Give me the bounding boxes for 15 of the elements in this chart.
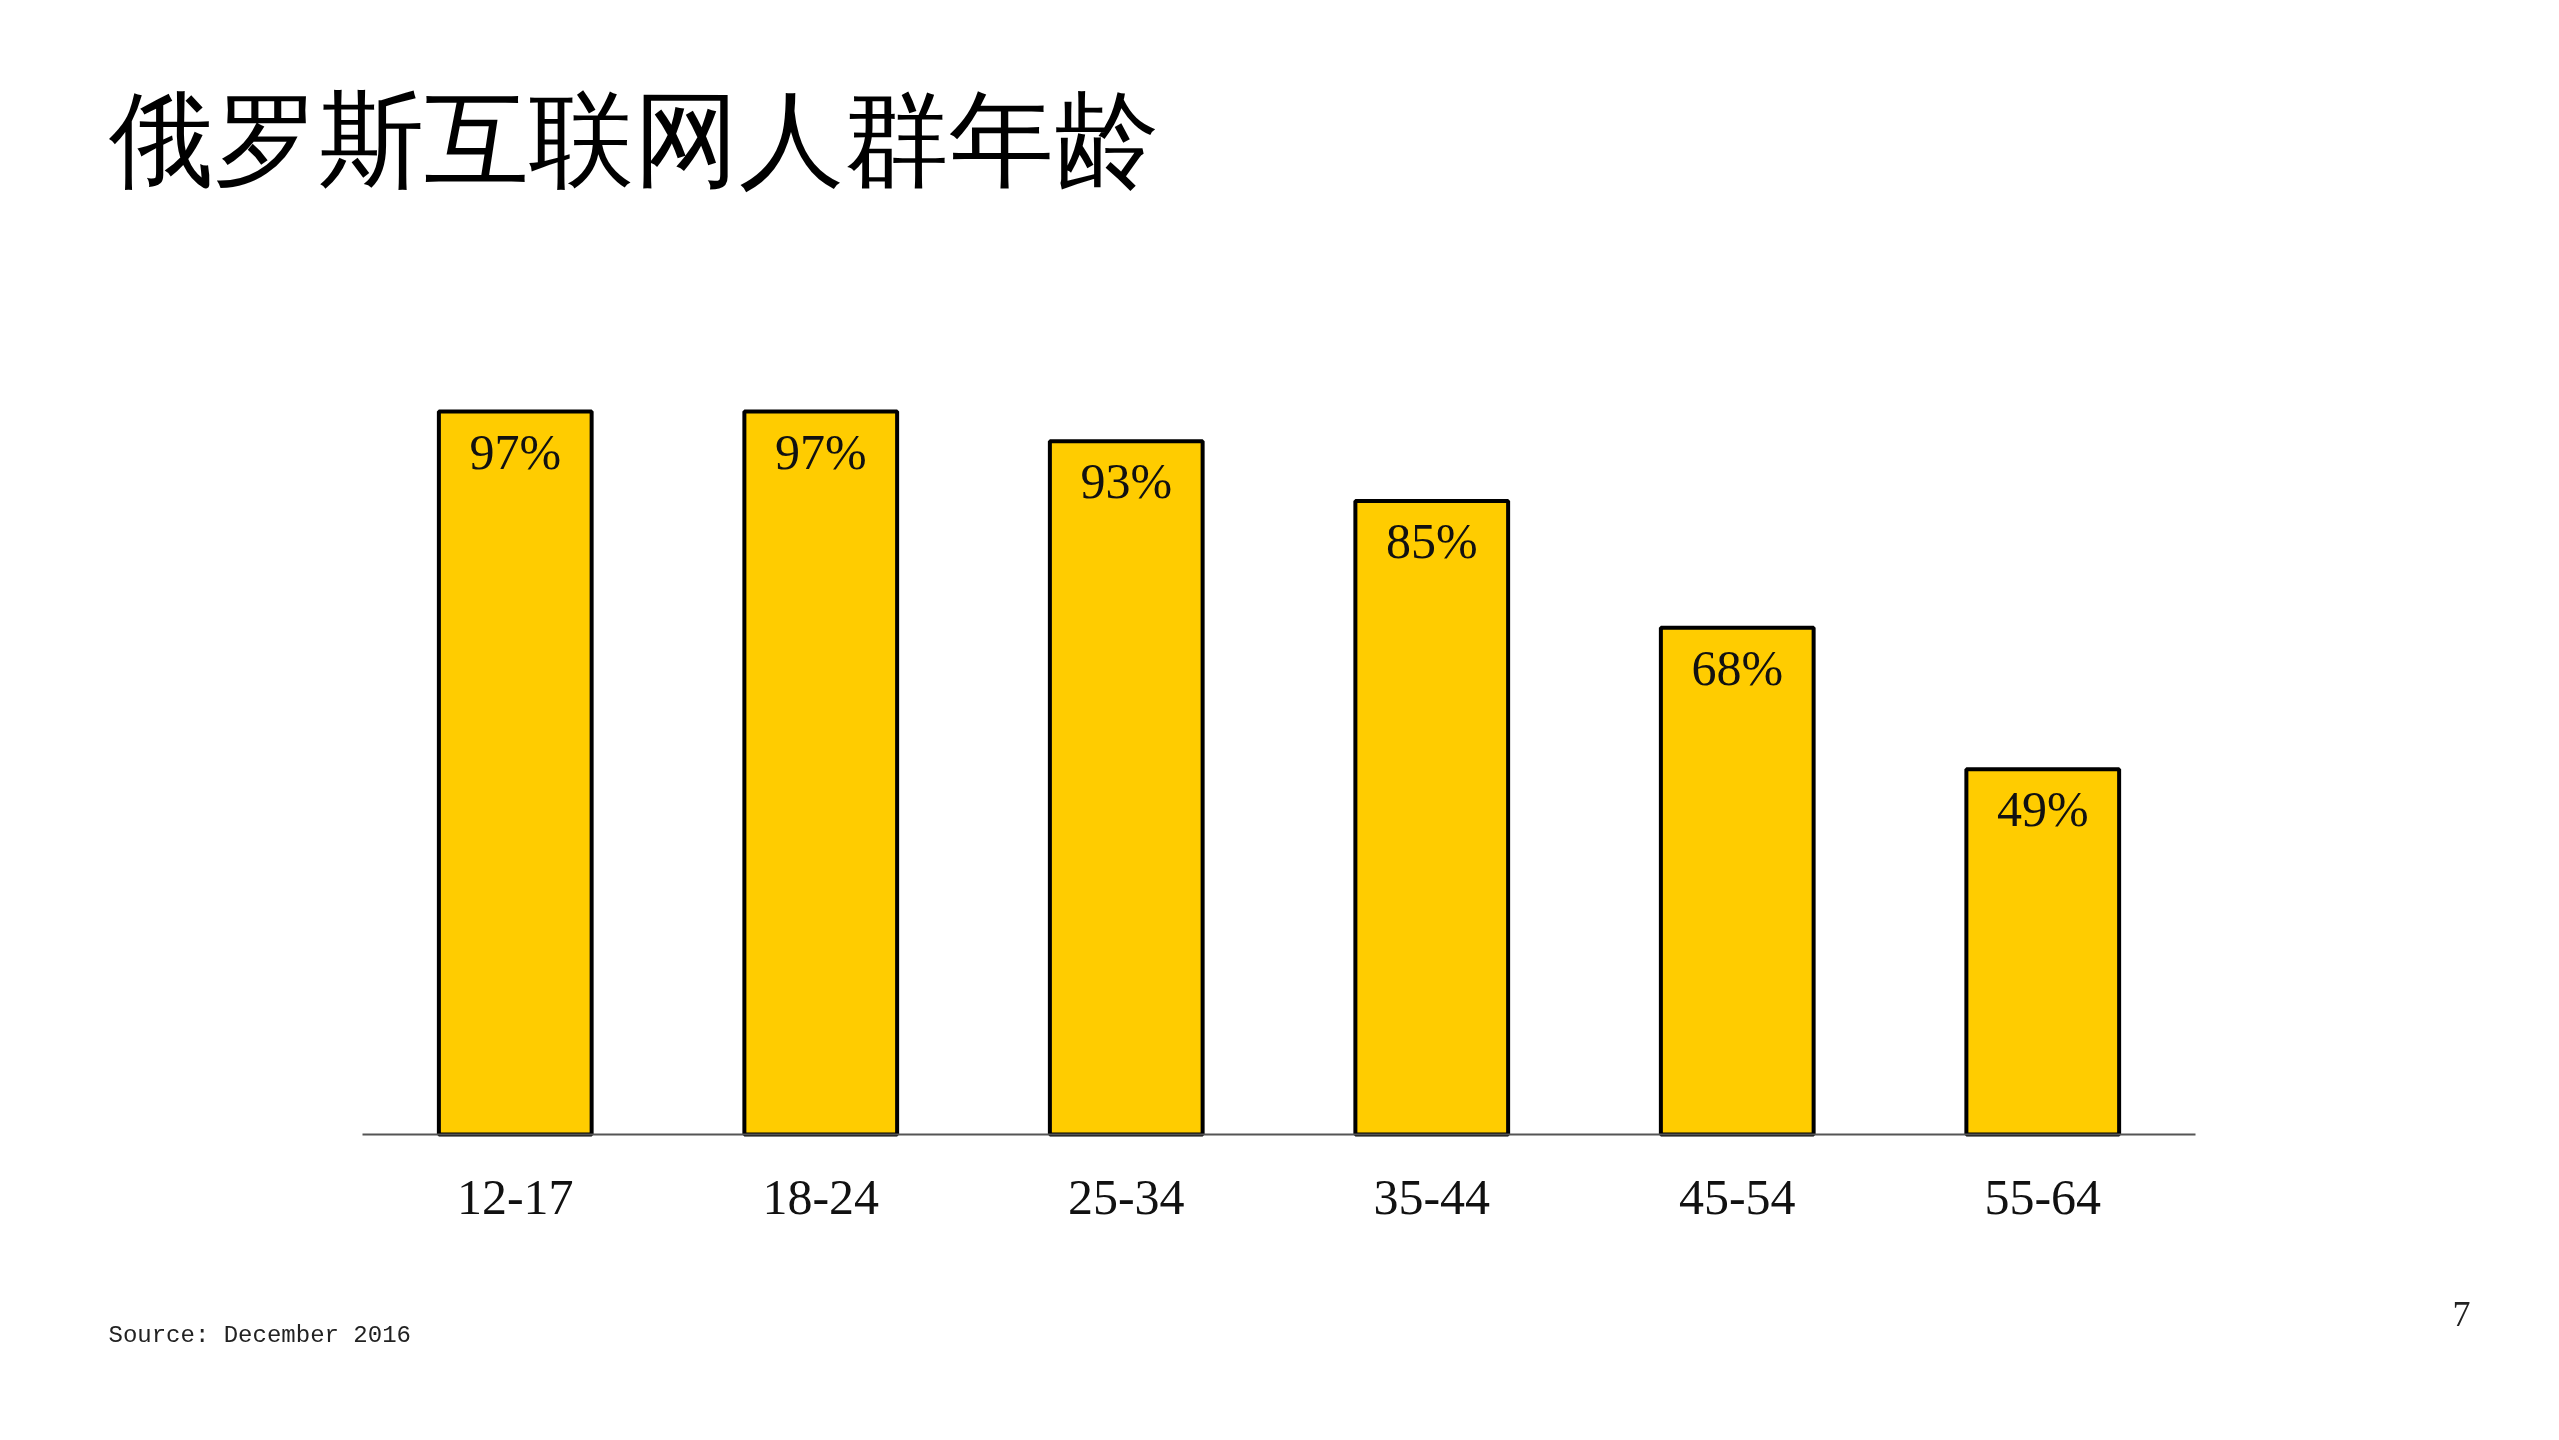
source-note: Source: December 2016 <box>108 1321 411 1349</box>
data-label: 68% <box>1691 639 1784 696</box>
data-label: 97% <box>469 423 562 480</box>
x-tick-label: 45-54 <box>1678 1168 1796 1225</box>
x-tick-label: 18-24 <box>762 1168 880 1225</box>
chart-title: 俄罗斯互联网人群年龄 <box>108 78 1159 201</box>
data-label: 85% <box>1385 512 1478 569</box>
x-tick-label: 55-64 <box>1984 1168 2102 1225</box>
data-label: 49% <box>1996 781 2089 838</box>
x-tick-label: 25-34 <box>1067 1168 1185 1225</box>
x-tick-label: 35-44 <box>1373 1168 1491 1225</box>
data-label: 97% <box>774 423 867 480</box>
x-tick-label: 12-17 <box>456 1168 574 1225</box>
data-label: 93% <box>1080 453 1173 510</box>
text: 7 <box>2452 1293 2471 1334</box>
